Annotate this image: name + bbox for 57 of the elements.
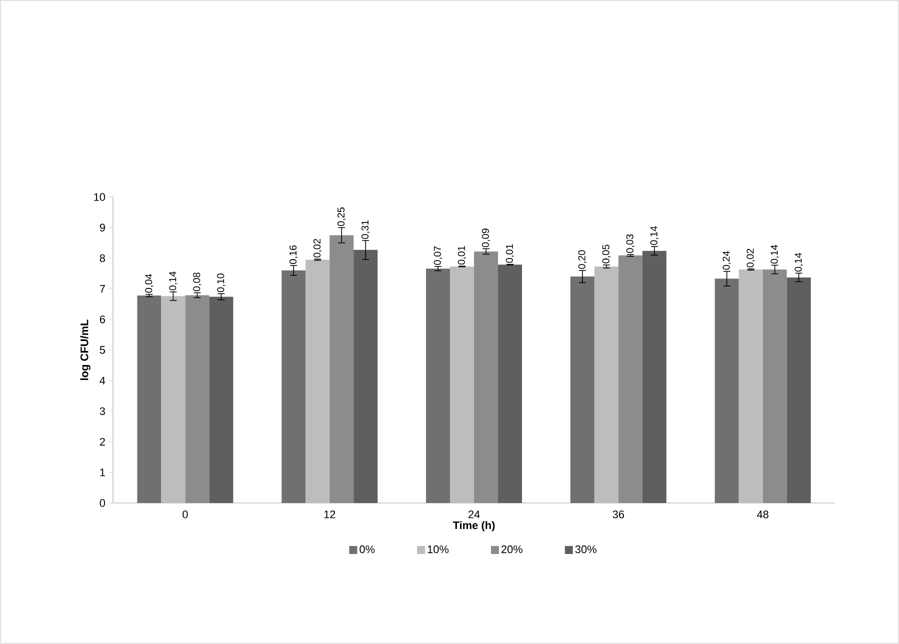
x-tick-label: 24 xyxy=(468,510,480,518)
x-axis-title: Time (h) xyxy=(452,521,495,532)
y-tick-label: 8 xyxy=(100,254,106,262)
annotation: 0,04 xyxy=(145,274,154,293)
annotation: 0,20 xyxy=(578,250,587,269)
y-tick-label: 4 xyxy=(100,376,106,384)
bar xyxy=(426,268,450,503)
bar xyxy=(570,276,594,503)
annotation: 0,14 xyxy=(650,226,659,245)
annotation: 0,25 xyxy=(337,207,346,226)
annotation: 0,14 xyxy=(169,272,178,290)
bar xyxy=(282,270,306,503)
x-tick-label: 12 xyxy=(324,510,336,518)
bar xyxy=(306,260,330,503)
annotation: 0,01 xyxy=(458,246,466,265)
annotation: 0,01 xyxy=(506,244,514,263)
bar xyxy=(209,296,234,503)
legend-label: 30% xyxy=(575,545,596,554)
annotation: 0,03 xyxy=(626,234,635,253)
bar xyxy=(354,250,378,503)
annotation: 0,07 xyxy=(434,246,442,265)
annotation: 0,16 xyxy=(289,245,298,264)
legend-label: 0% xyxy=(360,545,375,554)
bar xyxy=(738,270,763,503)
legend-label: 10% xyxy=(428,545,449,554)
annotation: 0,10 xyxy=(217,273,226,292)
y-tick-label: 7 xyxy=(100,285,105,293)
y-axis-title: log CFU/mL xyxy=(80,320,90,380)
bar xyxy=(450,266,474,503)
bar xyxy=(642,250,666,503)
annotation: 0,14 xyxy=(770,244,779,264)
y-tick-label: 6 xyxy=(100,316,106,324)
annotation: 0,24 xyxy=(722,251,731,270)
x-tick-label: 0 xyxy=(182,510,188,518)
bar xyxy=(594,266,618,503)
y-tick-label: 1 xyxy=(100,468,105,476)
bar xyxy=(498,264,522,503)
annotation: 0,05 xyxy=(602,244,611,264)
legend-label: 20% xyxy=(501,545,522,554)
x-tick-label: 48 xyxy=(756,510,768,518)
bar xyxy=(714,278,739,503)
y-tick-label: 9 xyxy=(100,224,105,232)
bar xyxy=(786,277,811,503)
bar xyxy=(137,296,162,503)
annotation: 0,09 xyxy=(482,228,490,248)
annotation: 0,02 xyxy=(746,248,755,268)
annotation: 0,08 xyxy=(193,272,202,292)
y-tick-label: 5 xyxy=(100,346,106,354)
y-tick-label: 0 xyxy=(100,499,106,507)
annotation: 0,14 xyxy=(794,252,803,272)
y-tick-label: 10 xyxy=(94,193,106,201)
annotation: 0,02 xyxy=(313,239,322,258)
y-tick-label: 3 xyxy=(100,407,106,416)
y-tick-label: 2 xyxy=(100,438,105,446)
bar xyxy=(161,296,186,503)
x-tick-label: 36 xyxy=(612,510,624,518)
annotation: 0,31 xyxy=(361,220,370,239)
